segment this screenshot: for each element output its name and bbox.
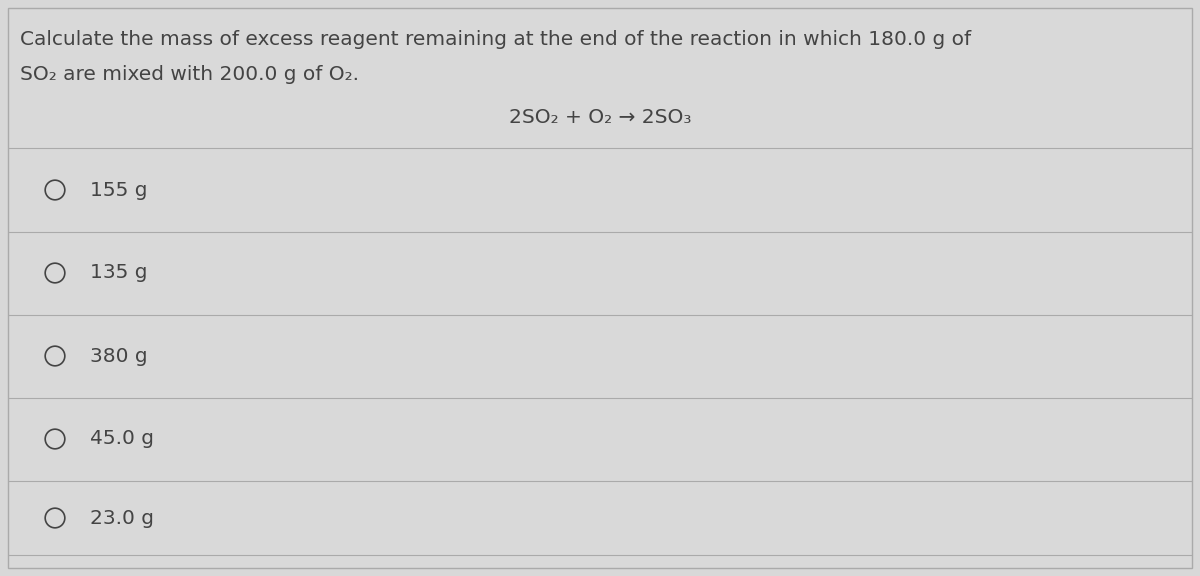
Text: SO₂ are mixed with 200.0 g of O₂.: SO₂ are mixed with 200.0 g of O₂. bbox=[20, 65, 359, 84]
Text: 2SO₂ + O₂ → 2SO₃: 2SO₂ + O₂ → 2SO₃ bbox=[509, 108, 691, 127]
Point bbox=[46, 513, 65, 522]
Text: 45.0 g: 45.0 g bbox=[90, 430, 154, 449]
Text: Calculate the mass of excess reagent remaining at the end of the reaction in whi: Calculate the mass of excess reagent rem… bbox=[20, 30, 971, 49]
Point bbox=[46, 434, 65, 444]
Point bbox=[46, 185, 65, 195]
Point bbox=[46, 268, 65, 278]
Text: 155 g: 155 g bbox=[90, 180, 148, 199]
Text: 23.0 g: 23.0 g bbox=[90, 509, 154, 528]
Text: 135 g: 135 g bbox=[90, 263, 148, 282]
Point bbox=[46, 351, 65, 361]
Text: 380 g: 380 g bbox=[90, 347, 148, 366]
